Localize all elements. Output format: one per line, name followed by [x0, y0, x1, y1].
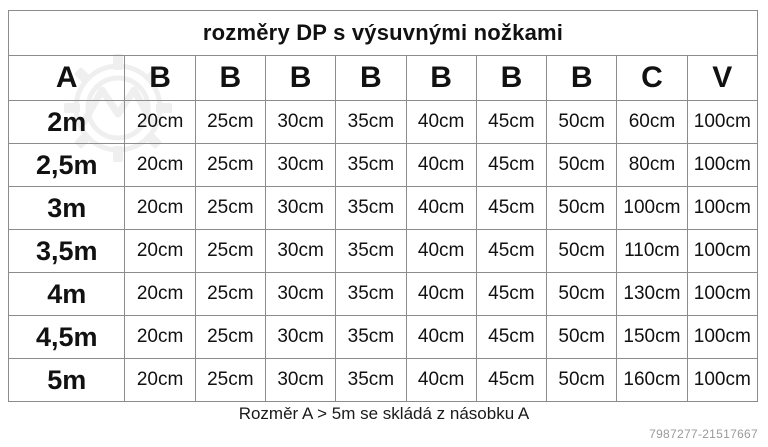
- table-cell: 100cm: [686, 143, 759, 187]
- table-row: 4m 20cm 25cm 30cm 35cm 40cm 45cm 50cm 13…: [7, 272, 759, 316]
- table-row: 3m 20cm 25cm 30cm 35cm 40cm 45cm 50cm 10…: [7, 186, 759, 230]
- column-header-b1: B: [124, 55, 196, 101]
- table-cell: 100cm: [686, 186, 759, 230]
- table-cell: 80cm: [616, 143, 688, 187]
- table-cell: 35cm: [335, 315, 407, 359]
- table-cell: 130cm: [616, 272, 688, 316]
- table-title-row: rozměry DP s výsuvnými nožkami: [8, 10, 758, 56]
- table-cell: 60cm: [616, 100, 688, 144]
- table-cell: 35cm: [335, 100, 407, 144]
- table-cell: 100cm: [686, 358, 759, 402]
- table-cell: 45cm: [475, 229, 548, 273]
- table-cell: 50cm: [546, 358, 618, 402]
- table-row: 2m 20cm 25cm 30cm 35cm 40cm 45cm 50cm 60…: [7, 100, 759, 144]
- table-cell: 45cm: [475, 100, 548, 144]
- table-cell: 110cm: [616, 229, 688, 273]
- table-cell: 40cm: [405, 143, 477, 187]
- table-cell: 30cm: [264, 358, 337, 402]
- table-cell: 25cm: [194, 143, 266, 187]
- table-cell: 25cm: [194, 315, 266, 359]
- column-header-b2: B: [194, 55, 266, 101]
- table-cell: 25cm: [194, 358, 266, 402]
- table-cell: 35cm: [335, 358, 407, 402]
- table-cell: 30cm: [264, 315, 337, 359]
- table-cell: 30cm: [264, 272, 337, 316]
- table-cell: 45cm: [475, 272, 548, 316]
- row-label: 4m: [7, 272, 126, 316]
- table-cell: 20cm: [124, 229, 196, 273]
- row-label: 3m: [7, 186, 126, 230]
- table-cell: 20cm: [124, 143, 196, 187]
- table-footnote: Rozměr A > 5m se skládá z násobku A: [238, 404, 530, 423]
- column-header-b7: B: [546, 55, 618, 101]
- column-header-a: A: [7, 55, 126, 101]
- table-cell: 30cm: [264, 143, 337, 187]
- spec-table-container: rozměry DP s výsuvnými nožkami A B B B B…: [7, 10, 759, 402]
- table-cell: 45cm: [475, 358, 548, 402]
- table-cell: 35cm: [335, 143, 407, 187]
- table-cell: 50cm: [546, 100, 618, 144]
- table-row: 2,5m 20cm 25cm 30cm 35cm 40cm 45cm 50cm …: [7, 143, 759, 187]
- row-label: 2,5m: [7, 143, 126, 187]
- table-cell: 40cm: [405, 272, 477, 316]
- table-cell: 50cm: [546, 315, 618, 359]
- table-cell: 20cm: [124, 358, 196, 402]
- table-cell: 30cm: [264, 229, 337, 273]
- row-label: 5m: [7, 358, 126, 402]
- table-cell: 35cm: [335, 186, 407, 230]
- table-cell: 45cm: [475, 315, 548, 359]
- table-cell: 50cm: [546, 229, 618, 273]
- table-cell: 35cm: [335, 229, 407, 273]
- table-cell: 20cm: [124, 272, 196, 316]
- stock-photo-id: 7987277-21517667: [649, 427, 758, 441]
- table-cell: 100cm: [686, 229, 759, 273]
- table-cell: 25cm: [194, 272, 266, 316]
- column-header-b3: B: [264, 55, 337, 101]
- table-cell: 30cm: [264, 186, 337, 230]
- table-cell: 30cm: [264, 100, 337, 144]
- table-cell: 50cm: [546, 186, 618, 230]
- row-label: 4,5m: [7, 315, 126, 359]
- table-row: 3,5m 20cm 25cm 30cm 35cm 40cm 45cm 50cm …: [7, 229, 759, 273]
- dimensions-table: rozměry DP s výsuvnými nožkami A B B B B…: [7, 10, 759, 402]
- column-header-v: V: [686, 55, 759, 101]
- table-cell: 50cm: [546, 143, 618, 187]
- column-header-c: C: [616, 55, 688, 101]
- column-header-b6: B: [475, 55, 548, 101]
- table-cell: 25cm: [194, 100, 266, 144]
- table-cell: 40cm: [405, 100, 477, 144]
- table-row: 5m 20cm 25cm 30cm 35cm 40cm 45cm 50cm 16…: [7, 358, 759, 402]
- table-cell: 45cm: [475, 143, 548, 187]
- table-row: 4,5m 20cm 25cm 30cm 35cm 40cm 45cm 50cm …: [7, 315, 759, 359]
- table-cell: 20cm: [124, 186, 196, 230]
- table-cell: 25cm: [194, 229, 266, 273]
- row-label: 3,5m: [7, 229, 126, 273]
- table-cell: 150cm: [616, 315, 688, 359]
- table-cell: 35cm: [335, 272, 407, 316]
- table-cell: 40cm: [405, 315, 477, 359]
- column-header-b4: B: [335, 55, 407, 101]
- table-cell: 50cm: [546, 272, 618, 316]
- table-cell: 100cm: [686, 315, 759, 359]
- table-cell: 25cm: [194, 186, 266, 230]
- table-title: rozměry DP s výsuvnými nožkami: [8, 10, 758, 56]
- table-cell: 100cm: [686, 272, 759, 316]
- table-cell: 40cm: [405, 229, 477, 273]
- table-cell: 20cm: [124, 315, 196, 359]
- row-label: 2m: [7, 100, 126, 144]
- table-cell: 160cm: [616, 358, 688, 402]
- table-header-row: A B B B B B B B C V: [7, 55, 759, 101]
- table-cell: 20cm: [124, 100, 196, 144]
- column-header-b5: B: [405, 55, 477, 101]
- table-cell: 100cm: [686, 100, 759, 144]
- table-cell: 100cm: [616, 186, 688, 230]
- table-cell: 40cm: [405, 358, 477, 402]
- table-cell: 45cm: [475, 186, 548, 230]
- table-cell: 40cm: [405, 186, 477, 230]
